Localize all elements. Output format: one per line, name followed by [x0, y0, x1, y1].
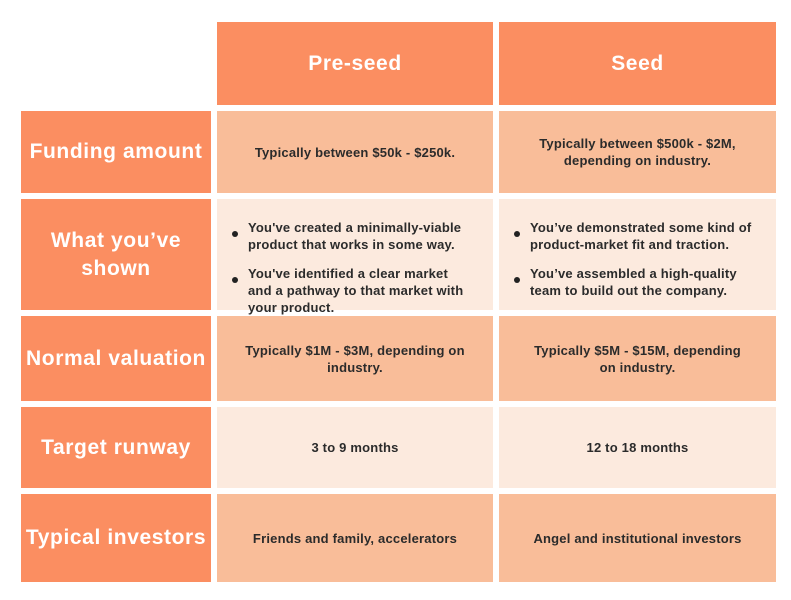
row-header-what-youve-shown: What you’ve shown [21, 199, 211, 310]
cell-funding-amount-seed: Typically between $500k - $2M, depending… [499, 111, 776, 193]
bullet-icon [232, 277, 238, 283]
bullet-label: You’ve assembled a high-quality team to … [530, 266, 737, 298]
bullet-icon [514, 231, 520, 237]
cell-typical-investors-pre-seed: Friends and family, accelerators [217, 494, 493, 582]
bullet-label: You've created a minimally-viable produc… [248, 220, 462, 252]
cell-typical-investors-seed: Angel and institutional investors [499, 494, 776, 582]
comparison-table: Pre-seed Seed Funding amount Typically b… [21, 22, 776, 582]
cell-normal-valuation-seed: Typically $5M - $15M, depending on indus… [499, 316, 776, 401]
cell-what-youve-shown-pre-seed: You've created a minimally-viable produc… [217, 199, 493, 315]
column-header-seed: Seed [499, 22, 776, 105]
bullet-icon [232, 231, 238, 237]
cell-target-runway-seed: 12 to 18 months [499, 407, 776, 488]
list-item: You’ve demonstrated some kind of product… [514, 219, 756, 253]
row-header-typical-investors: Typical investors [21, 494, 211, 582]
corner-spacer [21, 22, 211, 105]
bullet-label: You've identified a clear market and a p… [248, 266, 464, 315]
bullet-label: You’ve demonstrated some kind of product… [530, 220, 752, 252]
cell-funding-amount-pre-seed: Typically between $50k - $250k. [217, 111, 493, 193]
list-item: You've identified a clear market and a p… [232, 265, 473, 316]
list-item: You've created a minimally-viable produc… [232, 219, 473, 253]
column-header-pre-seed: Pre-seed [217, 22, 493, 105]
row-header-target-runway: Target runway [21, 407, 211, 488]
bullet-icon [514, 277, 520, 283]
cell-target-runway-pre-seed: 3 to 9 months [217, 407, 493, 488]
list-item: You’ve assembled a high-quality team to … [514, 265, 756, 299]
row-header-funding-amount: Funding amount [21, 111, 211, 193]
cell-what-youve-shown-seed: You’ve demonstrated some kind of product… [499, 199, 776, 310]
cell-normal-valuation-pre-seed: Typically $1M - $3M, depending on indust… [217, 316, 493, 401]
row-header-normal-valuation: Normal valuation [21, 316, 211, 401]
